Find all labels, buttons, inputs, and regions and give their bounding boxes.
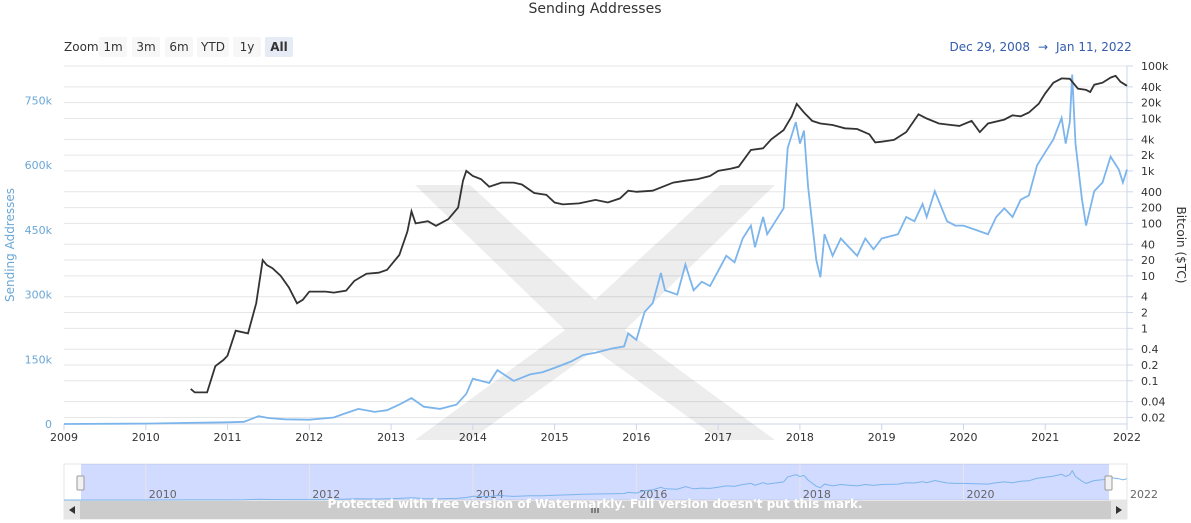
zoom-button-ytd-label: YTD (200, 40, 225, 54)
x-tick-label: 2010 (132, 431, 160, 444)
left-tick-label: 600k (25, 159, 53, 172)
zoom-button-3m-label: 3m (136, 40, 155, 54)
x-tick-label: 2022 (1113, 431, 1141, 444)
navigator-tick-label: 2014 (476, 488, 504, 501)
scrollbar-grip-icon (591, 507, 599, 513)
left-tick-label: 0 (45, 418, 52, 431)
scrollbar[interactable] (63, 500, 1128, 520)
zoom-button-all[interactable]: All (265, 37, 293, 57)
right-axis: 0.02 0.04 0.1 0.2 0.4 1 2 4 10 20 40 100 200 400 1k 2k 4… (1127, 60, 1169, 424)
date-range-from[interactable]: Dec 29, 2008 (950, 40, 1030, 54)
navigator-handle-left[interactable] (76, 475, 85, 491)
left-tick-label: 150k (25, 353, 53, 366)
x-tick-label: 2009 (50, 431, 78, 444)
x-tick-label: 2020 (949, 431, 977, 444)
date-range-arrow: → (1038, 40, 1048, 54)
navigator-tick-label: 2012 (312, 488, 340, 501)
right-tick-label: 2 (1141, 307, 1148, 320)
right-tick-label: 0.02 (1141, 411, 1166, 424)
x-tick-label: 2011 (214, 431, 242, 444)
zoom-button-1m[interactable]: 1m (99, 37, 127, 57)
right-tick-label: 400 (1141, 186, 1162, 199)
x-tick-label: 2019 (868, 431, 896, 444)
arrow-left-icon (69, 506, 75, 514)
date-range-to[interactable]: Jan 11, 2022 (1055, 40, 1132, 54)
x-axis: 2009 2010 2011 2012 2013 2014 2015 2016 2017 2018… (50, 424, 1141, 444)
zoom-button-1m-label: 1m (103, 40, 122, 54)
right-tick-label: 0.1 (1141, 375, 1159, 388)
right-tick-label: 100k (1141, 60, 1169, 73)
right-tick-label: 40 (1141, 238, 1155, 251)
right-tick-label: 10 (1141, 270, 1155, 283)
zoom-button-ytd[interactable]: YTD (197, 37, 229, 57)
x-tick-label: 2015 (541, 431, 569, 444)
x-tick-label: 2018 (786, 431, 814, 444)
right-tick-label: 40k (1141, 81, 1162, 94)
zoom-label: Zoom (64, 40, 99, 54)
right-tick-label: 1 (1141, 322, 1148, 335)
right-tick-label: 1k (1141, 165, 1155, 178)
series-line-sending-addresses (63, 74, 1128, 425)
zoom-button-1y[interactable]: 1y (233, 37, 261, 57)
navigator-tick-label: 2010 (149, 488, 177, 501)
navigator-mask[interactable] (81, 464, 1109, 500)
grid (64, 65, 1128, 425)
zoom-button-1y-label: 1y (240, 40, 255, 54)
right-axis-label: Bitcoin ($TC) (1174, 207, 1188, 284)
left-tick-label: 450k (25, 224, 53, 237)
navigator-tick-label: 2022 (1130, 488, 1158, 501)
watermark-text: Protected with free version of Watermark… (327, 497, 862, 511)
zoom-button-6m[interactable]: 6m (165, 37, 193, 57)
x-tick-label: 2012 (295, 431, 323, 444)
right-tick-label: 10k (1141, 112, 1162, 125)
x-tick-label: 2013 (377, 431, 405, 444)
navigator-tick-label: 2020 (966, 488, 994, 501)
x-tick-label: 2016 (622, 431, 650, 444)
navigator-tick-label: 2018 (803, 488, 831, 501)
chart-title: Sending Addresses (528, 1, 661, 17)
x-tick-label: 2017 (704, 431, 732, 444)
watermark-x-icon (415, 185, 775, 440)
navigator[interactable]: 2010 2012 2014 2016 2018 2020 2022 (63, 463, 1158, 501)
left-tick-label: 750k (25, 95, 53, 108)
right-tick-label: 20 (1141, 254, 1155, 267)
right-tick-label: 100 (1141, 217, 1162, 230)
left-tick-label: 300k (25, 289, 53, 302)
series-line-bitcoin (190, 74, 1128, 394)
navigator-grid: 2010 2012 2014 2016 2018 2020 2022 (145, 464, 1158, 501)
arrow-right-icon (1116, 506, 1122, 514)
right-tick-label: 4 (1141, 291, 1148, 304)
right-tick-label: 20k (1141, 97, 1162, 110)
right-tick-label: 4k (1141, 133, 1155, 146)
date-range: Dec 29, 2008 → Jan 11, 2022 (950, 40, 1132, 54)
x-tick-label: 2021 (1031, 431, 1059, 444)
right-tick-label: 200 (1141, 202, 1162, 215)
right-tick-label: 0.4 (1141, 343, 1159, 356)
navigator-handle-right[interactable] (1104, 475, 1113, 491)
zoom-button-6m-label: 6m (169, 40, 188, 54)
navigator-tick-label: 2016 (639, 488, 667, 501)
x-tick-label: 2014 (459, 431, 487, 444)
right-tick-label: 0.04 (1141, 396, 1166, 409)
right-tick-label: 0.2 (1141, 359, 1159, 372)
zoom-button-3m[interactable]: 3m (132, 37, 160, 57)
navigator-series-line (64, 469, 1128, 501)
left-axis-label: Sending Addresses (3, 188, 17, 302)
zoom-button-all-label: All (270, 40, 288, 54)
right-tick-label: 2k (1141, 149, 1155, 162)
left-axis: 0 150k 300k 450k 600k 750k (25, 95, 53, 431)
